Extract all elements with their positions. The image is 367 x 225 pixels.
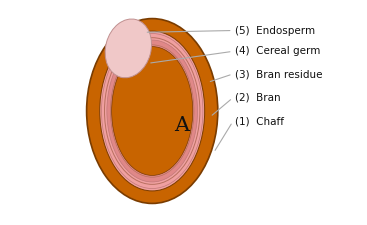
Text: (2)  Bran: (2) Bran [235, 93, 281, 103]
Text: A: A [174, 116, 190, 135]
Text: (4)  Cereal germ: (4) Cereal germ [235, 46, 320, 56]
Ellipse shape [112, 47, 193, 176]
Ellipse shape [107, 40, 197, 182]
Text: (5)  Endosperm: (5) Endosperm [235, 25, 315, 36]
Ellipse shape [87, 19, 218, 203]
Text: (3)  Bran residue: (3) Bran residue [235, 69, 323, 79]
Ellipse shape [100, 31, 205, 191]
Ellipse shape [105, 19, 152, 78]
Ellipse shape [102, 34, 203, 189]
Text: (1)  Chaff: (1) Chaff [235, 117, 284, 127]
